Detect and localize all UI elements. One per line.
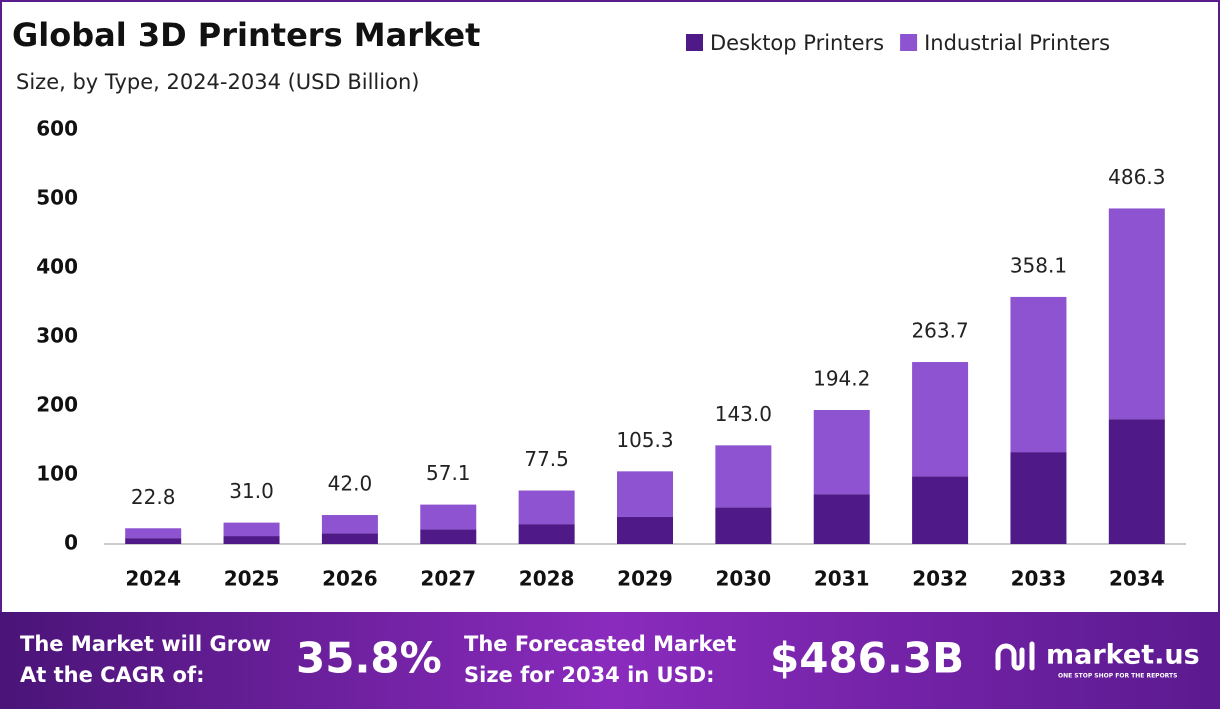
bar-segment: [813, 494, 870, 544]
legend-swatch: [900, 34, 918, 51]
brand-logo: [995, 641, 1035, 671]
tagline: ONE STOP SHOP FOR THE REPORTS: [1058, 673, 1177, 680]
data-label: 31.0: [229, 479, 274, 503]
data-label: 22.8: [131, 485, 176, 509]
bar-segment: [912, 362, 969, 477]
x-tick-label: 2031: [814, 567, 870, 591]
legend: Desktop Printers Industrial Printers: [686, 31, 1110, 55]
data-label: 263.7: [911, 319, 968, 343]
banner-label: The Market will Grow: [20, 632, 271, 656]
data-label: 42.0: [328, 472, 373, 496]
bar-segment: [125, 528, 182, 539]
x-tick-label: 2027: [420, 567, 476, 591]
bar-segment: [321, 515, 378, 534]
y-tick-label: 200: [36, 393, 78, 417]
data-label: 105.3: [616, 428, 673, 452]
x-tick-label: 2028: [519, 567, 575, 591]
bar-segment: [420, 504, 477, 530]
bar-segment: [715, 507, 772, 544]
legend-label: Industrial Printers: [924, 31, 1110, 55]
banner-value: $486.3B: [770, 634, 964, 683]
bar-segment: [1010, 452, 1067, 544]
y-tick-label: 400: [36, 255, 78, 279]
brand: market.us: [1046, 640, 1200, 671]
banner-label: Size for 2034 in USD:: [464, 663, 715, 687]
banner: [0, 612, 1220, 709]
y-tick-label: 500: [36, 186, 78, 210]
x-tick-label: 2024: [125, 567, 181, 591]
y-tick-label: 100: [36, 462, 78, 486]
data-label: 57.1: [426, 461, 471, 485]
x-tick-label: 2033: [1011, 567, 1067, 591]
x-tick-label: 2029: [617, 567, 673, 591]
bar-segment: [1108, 419, 1165, 544]
bar-segment: [1010, 296, 1067, 453]
bar-segment: [518, 524, 575, 544]
bar-segment: [223, 536, 280, 544]
x-tick-label: 2034: [1109, 567, 1165, 591]
data-label: 194.2: [813, 367, 870, 391]
bar-segment: [715, 445, 772, 508]
data-label: 77.5: [524, 447, 569, 471]
data-label: 143.0: [715, 402, 772, 426]
x-tick-label: 2032: [912, 567, 968, 591]
x-tick-label: 2025: [224, 567, 280, 591]
legend-label: Desktop Printers: [710, 31, 884, 55]
chart-title: Global 3D Printers Market: [12, 16, 480, 54]
chart-subtitle: Size, by Type, 2024-2034 (USD Billion): [16, 70, 419, 94]
bar-segment: [420, 529, 477, 544]
banner-label: At the CAGR of:: [20, 663, 205, 687]
x-tick-label: 2030: [716, 567, 772, 591]
bar-segment: [813, 410, 870, 495]
bar-segment: [1108, 208, 1165, 420]
bar-segment: [125, 538, 182, 544]
y-tick-label: 0: [64, 531, 78, 555]
bar-segment: [321, 533, 378, 544]
bar-segment: [617, 471, 673, 517]
bar-segment: [518, 490, 575, 525]
legend-swatch: [686, 34, 703, 51]
data-label: 358.1: [1010, 253, 1067, 277]
x-tick-label: 2026: [322, 567, 378, 591]
bar-segment: [223, 522, 280, 537]
y-tick-label: 600: [36, 117, 78, 141]
bar-segment: [617, 516, 673, 544]
banner-text: The Market will Grow At the CAGR of: 35.…: [20, 632, 1200, 687]
banner-value: 35.8%: [296, 634, 442, 683]
data-label: 486.3: [1108, 165, 1165, 189]
y-tick-label: 300: [36, 324, 78, 348]
bar-segment: [912, 476, 969, 544]
banner-label: The Forecasted Market: [464, 632, 736, 656]
